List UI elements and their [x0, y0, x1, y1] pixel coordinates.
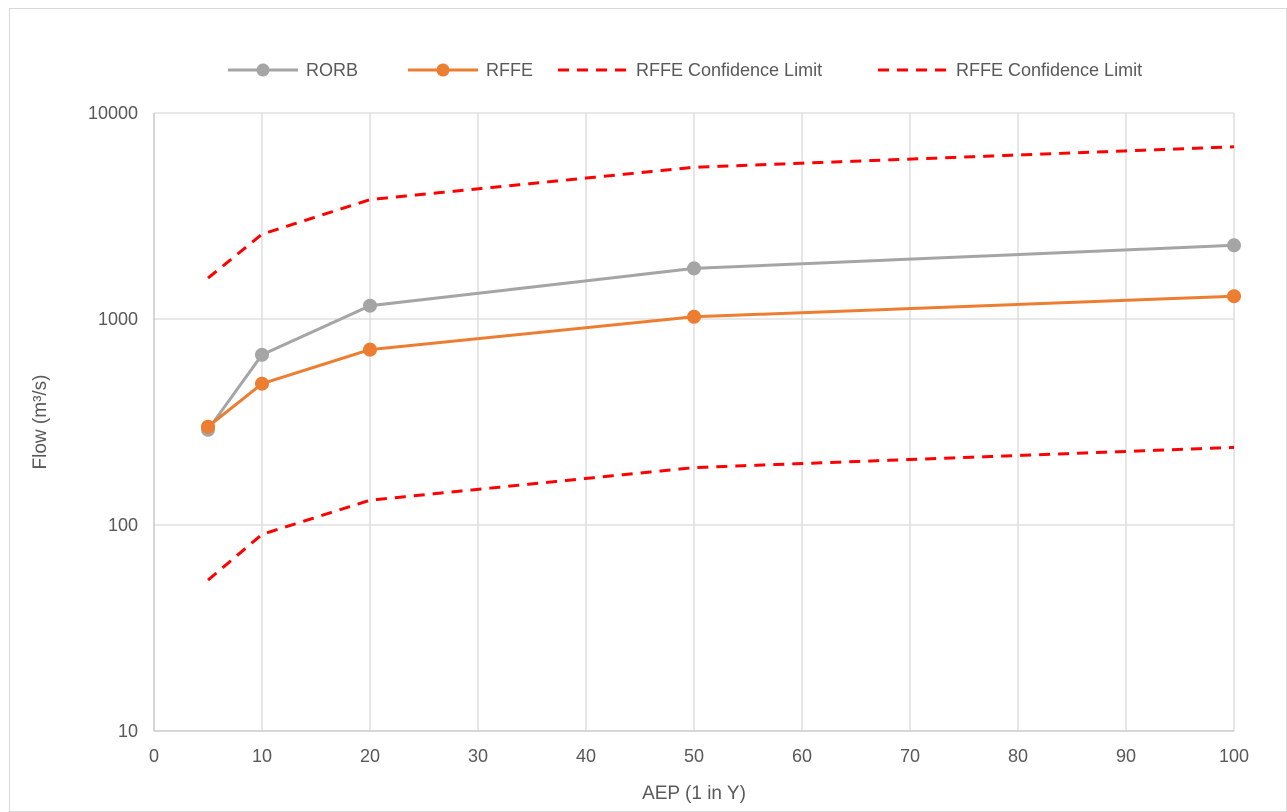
x-tick-label: 10 [252, 746, 272, 766]
x-tick-label: 20 [360, 746, 380, 766]
legend-entry-1: RFFE [408, 60, 533, 80]
chart-frame: 0 10 20 30 40 50 60 70 80 90 100 10 100 1000 10000 ROR… [9, 8, 1287, 812]
y-axis-title: Flow (m³/s) [30, 375, 51, 470]
series-1-point [201, 419, 215, 434]
series-1-point [687, 309, 701, 324]
legend-entry-2: RFFE Confidence Limit [558, 60, 822, 80]
y-tick-label: 1000 [98, 309, 138, 329]
grid-layer [154, 112, 1235, 731]
series-line-1 [206, 294, 1236, 429]
x-tick-label: 50 [684, 746, 704, 766]
x-tick-label: 30 [468, 746, 488, 766]
series-0-point [363, 298, 377, 313]
series-layer [201, 145, 1241, 582]
series-line-3 [207, 445, 1235, 582]
series-line-0 [206, 243, 1236, 432]
legend-marker [256, 63, 270, 77]
legend-label: RFFE Confidence Limit [956, 60, 1142, 80]
series-1-point [1227, 289, 1241, 304]
legend-label: RFFE [486, 60, 533, 80]
series-1-point [363, 342, 377, 357]
y-tick-label: 100 [108, 515, 138, 535]
y-tick-label: 10 [118, 721, 138, 741]
series-1-point [255, 376, 269, 391]
x-tick-label: 100 [1219, 746, 1249, 766]
legend-marker [436, 63, 450, 77]
x-tick-label: 60 [792, 746, 812, 766]
y-tick-label: 10000 [88, 103, 138, 123]
legend-entry-0: RORB [228, 60, 358, 80]
line-chart: 0 10 20 30 40 50 60 70 80 90 100 10 100 1000 10000 ROR… [30, 60, 1249, 804]
x-tick-label: 0 [149, 746, 159, 766]
x-tick-label: 80 [1008, 746, 1028, 766]
series-0-point [1227, 238, 1241, 253]
x-tick-label: 90 [1116, 746, 1136, 766]
legend-entry-3: RFFE Confidence Limit [878, 60, 1142, 80]
x-tick-label: 70 [900, 746, 920, 766]
axis-layer: 0 10 20 30 40 50 60 70 80 90 100 10 100 1000 10000 [88, 103, 1249, 766]
legend-label: RORB [306, 60, 358, 80]
x-axis-title: AEP (1 in Y) [642, 783, 746, 804]
series-0-point [687, 261, 701, 276]
legend-label: RFFE Confidence Limit [636, 60, 822, 80]
legend: RORB RFFE RFFE Confidence Limit RFFE Confid… [228, 60, 1142, 80]
x-tick-label: 40 [576, 746, 596, 766]
series-0-point [255, 347, 269, 362]
series-line-2 [207, 145, 1235, 280]
